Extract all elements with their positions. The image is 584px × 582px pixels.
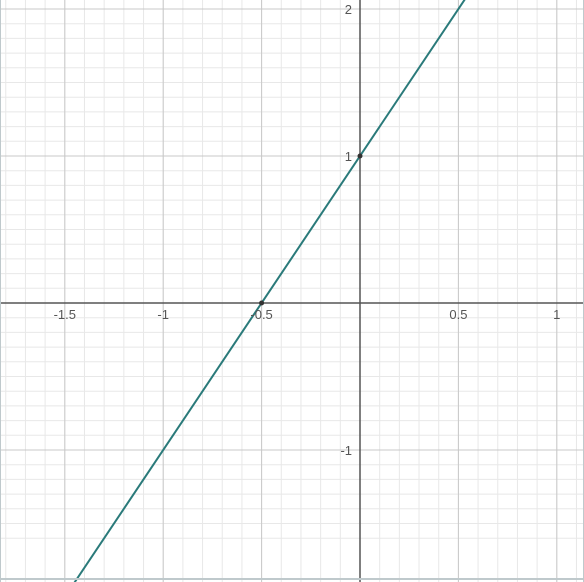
marker-point — [358, 154, 363, 159]
marker-point — [259, 301, 264, 306]
x-tick-label: 0.5 — [449, 307, 467, 322]
x-tick-label: -1 — [157, 307, 169, 322]
y-tick-label: 2 — [345, 2, 352, 17]
x-tick-label: -0.5 — [250, 307, 272, 322]
chart-container: -1.5 -1 -0.5 0.5 1 -1 1 2 — [0, 0, 584, 582]
line-chart: -1.5 -1 -0.5 0.5 1 -1 1 2 — [0, 0, 584, 582]
x-tick-label: -1.5 — [54, 307, 76, 322]
y-tick-label: 1 — [345, 149, 352, 164]
y-tick-label: -1 — [340, 443, 352, 458]
x-tick-label: 1 — [553, 307, 560, 322]
